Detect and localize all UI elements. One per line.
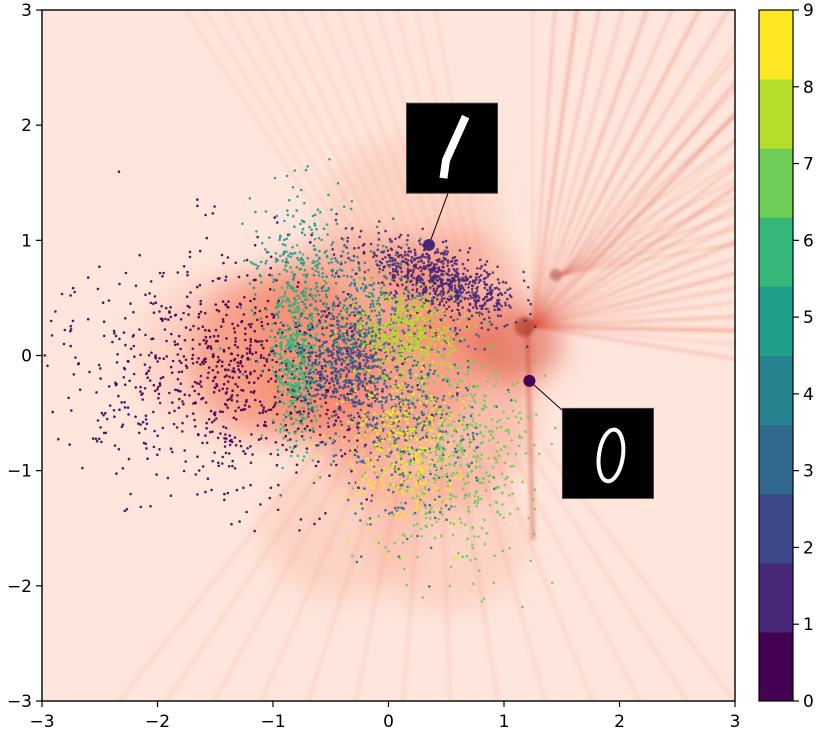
y-tick-label: 2 — [21, 116, 32, 136]
colorbar-tick-label: 7 — [803, 155, 814, 175]
colorbar-band-3 — [759, 424, 793, 495]
digit-one-glyph — [439, 114, 470, 179]
y-tick-label: −2 — [7, 577, 32, 597]
colorbar-tick-label: 4 — [803, 385, 814, 405]
colorbar-band-5 — [759, 286, 793, 356]
colorbar-band-4 — [759, 355, 793, 426]
scatter-points — [43, 158, 592, 609]
annotation-point-0 — [523, 374, 536, 387]
colorbar-tick-label: 3 — [803, 462, 814, 482]
x-tick-label: 1 — [499, 712, 510, 732]
image-annotations — [406, 102, 654, 499]
colorbar-band-7 — [759, 148, 793, 218]
colorbar-tick-label: 1 — [803, 615, 814, 635]
x-tick-label: 0 — [383, 712, 394, 732]
colorbar-band-8 — [759, 79, 793, 149]
colorbar-tick-label: 9 — [803, 1, 814, 21]
y-tick-label: 0 — [21, 347, 32, 367]
annotation-digit-0 — [523, 374, 654, 499]
y-tick-label: −1 — [7, 462, 32, 482]
colorbar-band-0 — [759, 631, 793, 702]
colorbar-band-9 — [759, 10, 793, 80]
annotation-point-1 — [422, 238, 435, 251]
x-tick-label: −1 — [260, 712, 285, 732]
x-tick-label: −2 — [145, 712, 170, 732]
colorbar: 0 1 2 3 4 5 6 7 8 9 — [758, 1, 814, 712]
x-tick-label: 3 — [730, 712, 741, 732]
density-streaks — [117, 10, 735, 701]
digit-image-0 — [561, 407, 654, 499]
y-tick-label: 3 — [21, 1, 32, 21]
colorbar-tick-label: 2 — [803, 538, 814, 558]
colorbar-band-6 — [759, 217, 793, 287]
x-tick-label: −3 — [29, 712, 54, 732]
plot-area — [42, 10, 735, 701]
y-tick-label: −3 — [7, 692, 32, 712]
x-tick-label: 2 — [614, 712, 625, 732]
annotation-digit-1 — [406, 102, 499, 251]
colorbar-tick-label: 0 — [803, 692, 814, 712]
colorbar-tick-label: 5 — [803, 308, 814, 328]
colorbar-tick-label: 6 — [803, 231, 814, 251]
digit-zero-glyph — [596, 427, 626, 484]
y-tick-label: 1 — [21, 231, 32, 251]
y-axis: −3 −2 −1 0 1 2 3 — [7, 1, 42, 712]
x-axis: −3 −2 −1 0 1 2 3 — [29, 701, 740, 732]
colorbar-band-1 — [759, 562, 793, 633]
colorbar-band-2 — [759, 493, 793, 564]
colorbar-tick-label: 8 — [803, 78, 814, 98]
